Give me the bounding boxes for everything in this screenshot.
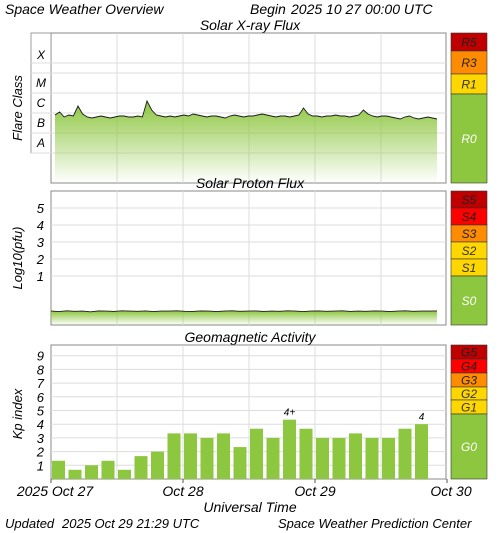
proton-scale-label-S4: S4 — [462, 210, 477, 224]
xray-flux-line — [54, 99, 438, 120]
xray-ylabel: Flare Class — [10, 75, 25, 141]
xray-class-tick-C: C — [37, 96, 46, 110]
proton-scale-S0 — [450, 275, 488, 326]
kp-bar-18 — [349, 433, 362, 479]
geomag-tick-2: 2 — [36, 445, 45, 460]
xray-class-tick-M: M — [36, 76, 46, 90]
proton-tick-2: 2 — [36, 252, 45, 267]
kp-bar-11 — [233, 447, 247, 479]
geomag-tick-5: 5 — [37, 404, 45, 419]
kp-bar-20 — [382, 437, 395, 479]
geomag-tick-3: 3 — [37, 431, 45, 446]
updated-value: 2025 Oct 29 21:29 UTC — [62, 516, 200, 531]
proton-tick-4: 4 — [37, 218, 44, 233]
updated-label: Updated — [5, 516, 55, 531]
geomag-scale-label-G2: G2 — [461, 387, 477, 401]
kp-bar-6 — [151, 451, 164, 479]
kp-annotation-22: 4 — [419, 412, 425, 423]
proton-flux-area — [51, 310, 437, 325]
geomag-tick-8: 8 — [37, 362, 45, 377]
kp-bar-19 — [365, 437, 379, 479]
xray-class-tick-A: A — [36, 136, 45, 150]
xray-title: Solar X-ray Flux — [200, 17, 301, 33]
kp-bar-0 — [52, 460, 65, 479]
kp-bar-10 — [217, 433, 230, 479]
begin-value: 2025 10 27 00:00 UTC — [291, 1, 433, 17]
x-tick-3: Oct 30 — [430, 483, 471, 499]
kp-bar-17 — [332, 437, 346, 479]
kp-bar-15 — [299, 428, 313, 479]
kp-bar-22 — [415, 424, 428, 479]
kp-annotation-14: 4+ — [284, 408, 296, 419]
proton-scale-label-S5: S5 — [462, 193, 477, 207]
geomag-scale-label-G0: G0 — [461, 440, 477, 454]
begin-label: Begin — [250, 1, 286, 17]
kp-bar-3 — [101, 460, 115, 479]
header-title: Space Weather Overview — [5, 1, 164, 17]
kp-bar-4 — [118, 469, 131, 479]
geomag-tick-6: 6 — [37, 390, 45, 405]
proton-flux-line — [50, 310, 438, 313]
kp-bar-14 — [283, 419, 296, 479]
xray-scale-label-R3: R3 — [461, 56, 477, 70]
geomag-tick-7: 7 — [37, 376, 45, 391]
geomag-ylabel: Kp index — [10, 388, 25, 439]
geomag-title: Geomagnetic Activity — [185, 329, 317, 345]
x-tick-1: Oct 28 — [162, 483, 203, 499]
xray-class-tick-X: X — [36, 48, 46, 62]
x-tick-0: 2025 Oct 27 — [16, 483, 94, 499]
kp-bar-13 — [266, 437, 280, 479]
proton-tick-1: 1 — [37, 269, 44, 284]
xray-scale-label-R5: R5 — [461, 36, 477, 50]
xray-scale-label-R1: R1 — [461, 78, 476, 92]
kp-bar-16 — [316, 437, 329, 479]
kp-bar-2 — [85, 465, 98, 479]
geomag-scale-label-G5: G5 — [461, 346, 477, 360]
geomag-scale-label-G4: G4 — [461, 360, 477, 374]
x-axis-label: Universal Time — [203, 499, 296, 515]
kp-bar-9 — [200, 437, 214, 479]
kp-bar-8 — [184, 433, 197, 479]
geomag-scale-label-G1: G1 — [461, 401, 477, 415]
swpc-credit: Space Weather Prediction Center — [278, 516, 472, 531]
xray-class-tick-B: B — [37, 116, 45, 130]
geomag-scale-label-G3: G3 — [461, 374, 477, 388]
kp-bar-21 — [398, 428, 412, 479]
kp-bar-1 — [68, 469, 82, 479]
proton-title: Solar Proton Flux — [196, 175, 305, 191]
proton-scale-label-S2: S2 — [462, 244, 477, 258]
xray-flux-area — [55, 101, 437, 183]
proton-scale-label-S1: S1 — [462, 261, 477, 275]
proton-scale-label-S0: S0 — [462, 294, 477, 308]
proton-tick-3: 3 — [37, 235, 45, 250]
proton-tick-5: 5 — [37, 201, 45, 216]
kp-bar-7 — [167, 433, 181, 479]
geomag-tick-4: 4 — [37, 417, 44, 432]
x-tick-2: Oct 29 — [294, 483, 335, 499]
geomag-tick-9: 9 — [37, 349, 44, 364]
xray-scale-R0 — [450, 93, 488, 184]
kp-bar-5 — [134, 456, 148, 479]
geomag-tick-1: 1 — [37, 458, 44, 473]
proton-ylabel: Log10(pfu) — [10, 227, 25, 290]
geomag-scale-G0 — [450, 413, 488, 480]
kp-bar-12 — [250, 428, 263, 479]
xray-scale-label-R0: R0 — [461, 132, 477, 146]
proton-scale-label-S3: S3 — [462, 227, 477, 241]
